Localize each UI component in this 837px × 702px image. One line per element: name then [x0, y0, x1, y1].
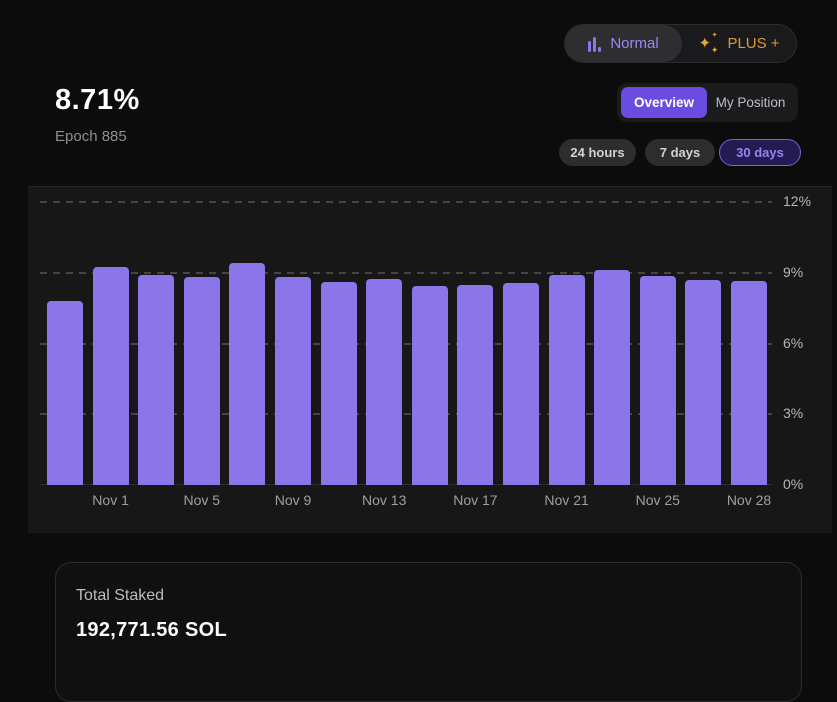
chart-bar[interactable]: [685, 279, 722, 485]
sparkles-icon: ✦ ✦ ✦: [698, 31, 719, 55]
total-staked-card: Total Staked 192,771.56 SOL: [55, 562, 802, 702]
plot-area: 12% 9% 6% 3% 0% Nov 1 Nov 5 Nov 9 Nov 13 Nov 17 No…: [28, 187, 832, 533]
chart-bar[interactable]: [138, 275, 175, 485]
normal-mode-label: Normal: [610, 35, 659, 52]
tab-overview-label: Overview: [633, 95, 695, 110]
chart-bar[interactable]: [47, 301, 83, 485]
chart-bar[interactable]: [92, 266, 129, 485]
plus-mode-label: PLUS +: [727, 35, 780, 52]
x-axis-tick-label: Nov 1: [92, 492, 129, 508]
x-axis-tick-label: Nov 25: [635, 492, 680, 508]
x-axis-tick-label: Nov 13: [362, 492, 407, 508]
range-24-hours-button[interactable]: 24 hours: [559, 139, 636, 166]
tab-my-position[interactable]: My Position: [707, 87, 794, 118]
normal-mode-button[interactable]: Normal: [565, 25, 682, 62]
gridline: [40, 413, 772, 416]
range-30-days-label: 30 days: [736, 145, 784, 160]
chart-bar[interactable]: [320, 282, 357, 485]
chart-bar[interactable]: [639, 276, 676, 485]
gridline: [40, 271, 772, 274]
bar-chart-icon: [588, 36, 602, 52]
x-axis-tick-label: Nov 28: [726, 492, 772, 508]
x-axis-tick-label: Nov 17: [453, 492, 498, 508]
apy-chart-panel: 12% 9% 6% 3% 0% Nov 1 Nov 5 Nov 9 Nov 13 Nov 17 No…: [28, 186, 832, 533]
plus-mode-button[interactable]: ✦ ✦ ✦ PLUS +: [682, 25, 796, 62]
range-24-hours-label: 24 hours: [570, 145, 625, 160]
view-toggle: Overview My Position: [617, 83, 798, 122]
chart-bar[interactable]: [366, 278, 403, 485]
chart-bar[interactable]: [731, 281, 767, 485]
y-axis-tick-label: 3%: [783, 405, 804, 422]
y-axis-tick-label: 12%: [783, 193, 812, 209]
chart-bar[interactable]: [548, 275, 585, 485]
apy-value: 8.71%: [55, 84, 140, 116]
y-axis-tick-label: 6%: [783, 334, 804, 351]
y-axis-tick-label: 0%: [783, 476, 804, 492]
mode-toggle: Normal ✦ ✦ ✦ PLUS +: [564, 24, 797, 63]
tab-overview[interactable]: Overview: [621, 87, 707, 118]
chart-bar[interactable]: [457, 284, 494, 485]
total-staked-value: 192,771.56 SOL: [76, 619, 227, 641]
gridline: [40, 484, 772, 485]
x-axis-tick-label: Nov 5: [183, 492, 221, 508]
chart-bar[interactable]: [594, 270, 631, 485]
chart-bar[interactable]: [229, 263, 266, 485]
range-7-days-button[interactable]: 7 days: [645, 139, 715, 166]
chart-bar[interactable]: [183, 277, 220, 485]
tab-my-position-label: My Position: [715, 95, 786, 110]
x-axis-tick-label: Nov 9: [274, 492, 312, 508]
gridline: [40, 201, 772, 203]
total-staked-label: Total Staked: [76, 587, 165, 604]
x-axis-tick-label: Nov 21: [544, 492, 589, 508]
chart-bar[interactable]: [275, 277, 311, 485]
chart-bar[interactable]: [411, 285, 448, 485]
range-30-days-button[interactable]: 30 days: [719, 139, 801, 166]
y-axis-tick-label: 9%: [783, 263, 804, 280]
range-7-days-label: 7 days: [659, 145, 701, 160]
chart-bar[interactable]: [503, 283, 539, 485]
gridline: [40, 342, 772, 345]
apy-epoch: Epoch 885: [55, 128, 127, 145]
